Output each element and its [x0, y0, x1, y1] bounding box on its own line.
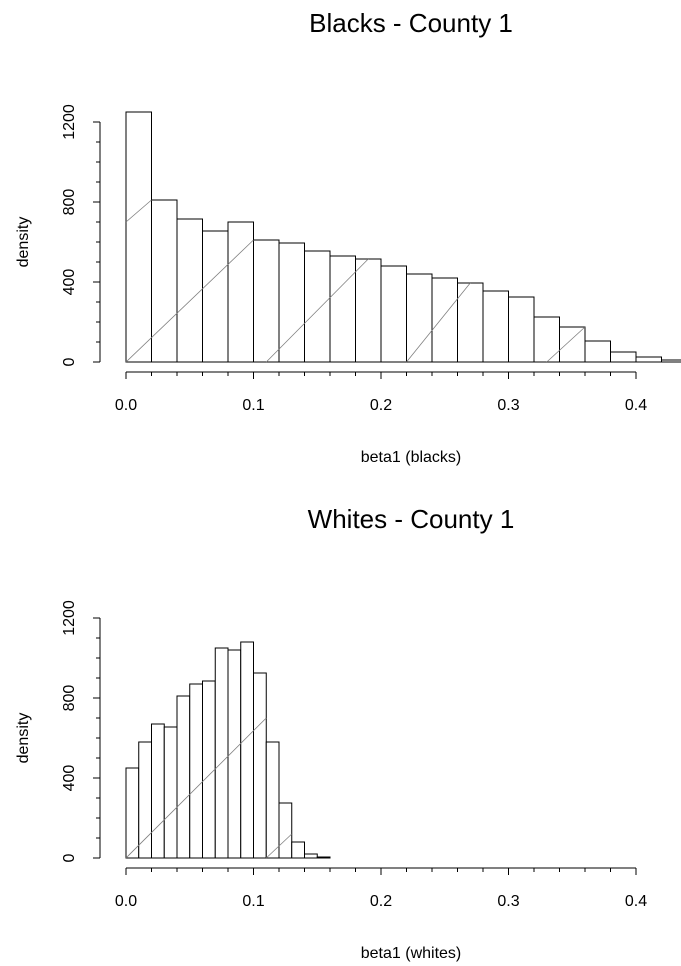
- panel-1-bar: [661, 359, 681, 363]
- panel-1-bar: [457, 282, 484, 363]
- panel-2-bars: [125, 641, 331, 859]
- panel-1-y-tick-label: 1200: [61, 104, 78, 140]
- panel-1-bar: [304, 250, 331, 363]
- panel-1-y-tick-label: 0: [61, 357, 78, 366]
- panel-1-diagonal-line: [406, 282, 471, 363]
- panel-1-bar: [202, 230, 229, 363]
- panel-1-bar: [559, 326, 586, 363]
- panel-1-x-tick-label: 0.3: [497, 397, 519, 414]
- panel-2-bar: [163, 726, 178, 859]
- panel-1-bar: [533, 316, 560, 363]
- panel-2-title: Whites - County 1: [308, 504, 515, 534]
- panel-1-x-tick-label: 0.1: [242, 397, 264, 414]
- panel-1-x-tick-label: 0.0: [115, 397, 137, 414]
- panel-1-bar: [355, 258, 382, 363]
- panel-2-diagonal-line: [125, 717, 267, 859]
- panel-2-group: Whites - County 1 0.0 0.1 0.2 0.3 0.4 beta1 (w…: [15, 504, 647, 962]
- panel-2-bar: [265, 741, 280, 859]
- panel-1-bar: [125, 111, 152, 363]
- panel-2-y-axis-label: density: [15, 713, 32, 764]
- panel-1-bar: [406, 273, 433, 363]
- panel-1-y-axis-label: density: [15, 217, 32, 268]
- panel-2-x-tick-label: 0.1: [242, 893, 264, 910]
- panel-1-bar: [380, 265, 407, 363]
- panel-2-x-axis-label: beta1 (whites): [361, 945, 462, 962]
- panel-2-y-tick-label: 1200: [61, 600, 78, 636]
- panel-1-bar: [508, 296, 535, 363]
- panel-2-bar: [214, 647, 229, 859]
- panel-2-bar: [304, 853, 318, 859]
- panel-1-diagonal-line: [265, 258, 369, 363]
- panel-1-group: Blacks - County 1 0.0 0.1 0.2 0.3 0.4 beta1 (b…: [15, 8, 681, 466]
- panel-1-diagonal-line: [125, 199, 152, 223]
- panel-2-diagonal-line: [265, 833, 293, 859]
- panel-2-x-tick-label: 0.3: [497, 893, 519, 910]
- panel-1-bar: [431, 277, 458, 363]
- panel-1-x-tick-label: 0.2: [370, 397, 392, 414]
- panel-1-bar: [584, 340, 611, 363]
- panel-2-bar: [253, 672, 267, 859]
- panel-2-bar: [189, 683, 203, 859]
- panel-2-x-tick-label: 0.2: [370, 893, 392, 910]
- panel-2-y-tick-label: 400: [61, 765, 78, 792]
- panel-1-title: Blacks - County 1: [309, 8, 513, 38]
- panel-1-bar: [329, 255, 356, 363]
- panel-1-diagonal-line: [546, 326, 586, 363]
- panel-2-bar: [291, 841, 305, 859]
- panel-2-bar: [176, 695, 191, 859]
- panel-2-bar: [278, 802, 293, 859]
- panel-2-bar: [316, 856, 331, 859]
- panel-2-x-tick-label: 0.4: [625, 893, 647, 910]
- panel-1-x-tick-label: 0.4: [625, 397, 647, 414]
- panel-2-y-tick-label: 0: [61, 853, 78, 862]
- panel-1-y-tick-label: 400: [61, 269, 78, 296]
- panel-2-bar: [202, 680, 216, 859]
- panel-1-bar: [482, 290, 509, 363]
- panel-1-x-axis-label: beta1 (blacks): [361, 449, 462, 466]
- panel-1-diagonal-line: [125, 239, 254, 363]
- panel-1-bar: [278, 242, 305, 363]
- panel-2-bar: [125, 767, 140, 859]
- panel-2-x-tick-label: 0.0: [115, 893, 137, 910]
- panel-1-y-tick-label: 800: [61, 189, 78, 216]
- panel-1-bar: [176, 218, 203, 363]
- panel-2-bar: [151, 723, 165, 859]
- panel-1-bar: [635, 356, 662, 363]
- panel-2-y-tick-label: 800: [61, 685, 78, 712]
- panel-2-bar: [240, 641, 254, 859]
- panel-1-bar: [151, 199, 178, 363]
- panel-1-bar: [227, 221, 254, 363]
- panel-1-bar: [253, 239, 280, 363]
- panel-1-bars: [125, 111, 681, 363]
- panel-2-bar: [138, 741, 152, 859]
- panel-1-bar: [610, 351, 637, 363]
